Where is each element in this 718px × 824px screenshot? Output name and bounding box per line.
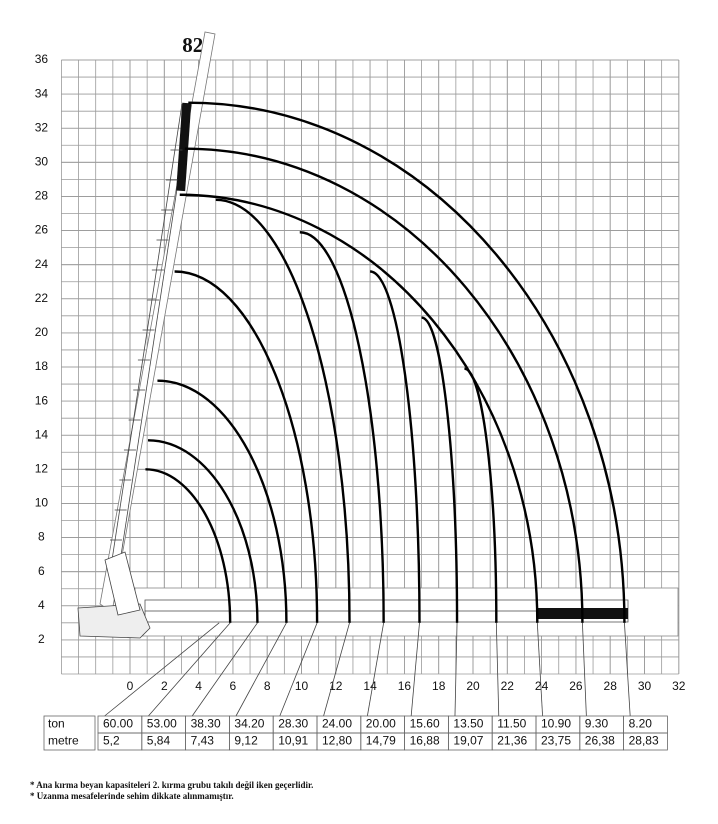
x-tick-label: 16 (398, 679, 412, 693)
y-tick-label: 30 (35, 155, 49, 169)
table-cell (623, 732, 668, 751)
x-tick-label: 12 (329, 679, 343, 693)
data-label: 9,12 (234, 734, 258, 748)
legend-label: metre (48, 734, 79, 748)
y-tick-label: 36 (35, 52, 49, 66)
y-tick-label: 6 (38, 564, 45, 578)
load-arc (188, 101, 626, 623)
load-arc (464, 367, 498, 623)
y-tick-label: 26 (35, 223, 49, 237)
x-tick-label: 14 (363, 679, 377, 693)
data-label: 34.20 (234, 717, 264, 731)
load-arc (421, 316, 459, 623)
load-arc (179, 193, 539, 623)
x-tick-label: 20 (466, 679, 480, 693)
leader-line (104, 622, 220, 717)
leader-line (148, 622, 231, 717)
leader-line (410, 622, 420, 717)
y-tick-label: 24 (35, 257, 49, 271)
x-tick-label: 30 (638, 679, 652, 693)
data-label: 53.00 (147, 717, 177, 731)
data-label: 9.30 (585, 717, 609, 731)
x-tick-label: 32 (672, 679, 686, 693)
note: * Ana kırma beyan kapasiteleri 2. kırma … (30, 780, 313, 790)
data-label: 7,43 (191, 734, 215, 748)
load-arc (215, 198, 351, 623)
y-tick-label: 10 (35, 496, 49, 510)
data-label: 10,91 (278, 734, 308, 748)
x-tick-label: 0 (127, 679, 134, 693)
y-tick-label: 18 (35, 359, 49, 373)
data-label: 21,36 (497, 734, 527, 748)
leader-line (366, 622, 385, 717)
y-tick-label: 14 (35, 427, 49, 441)
y-tick-label: 20 (35, 325, 49, 339)
load-arc (148, 439, 259, 623)
data-label: 26,38 (585, 734, 615, 748)
y-tick-label: 8 (38, 530, 45, 544)
data-label: 8.20 (629, 717, 653, 731)
x-tick-label: 10 (295, 679, 309, 693)
data-label: 24.00 (322, 717, 352, 731)
load-arc (157, 379, 288, 623)
data-label: 38.30 (191, 717, 221, 731)
load-arc (369, 270, 421, 623)
leader-line (454, 622, 458, 717)
data-label: 15.60 (410, 717, 440, 731)
data-label: 23,75 (541, 734, 571, 748)
note: * Uzanma mesafelerinde sehim dikkate alı… (30, 791, 234, 801)
leader-line (582, 622, 587, 717)
leader-line (235, 622, 287, 717)
leader-line (279, 622, 318, 717)
boom-tip (176, 102, 192, 192)
y-tick-label: 4 (38, 598, 45, 612)
y-tick-label: 28 (35, 189, 49, 203)
x-tick-label: 28 (604, 679, 618, 693)
leader-line (323, 622, 350, 717)
x-tick-label: 24 (535, 679, 549, 693)
leader-line (191, 622, 258, 717)
y-tick-label: 22 (35, 291, 49, 305)
data-label: 5,2 (103, 734, 120, 748)
crane-column (104, 551, 141, 616)
x-tick-label: 26 (569, 679, 583, 693)
y-tick-label: 2 (38, 632, 45, 646)
legend-label: ton (48, 717, 65, 731)
data-label: 14,79 (366, 734, 396, 748)
x-tick-label: 2 (161, 679, 168, 693)
y-tick-label: 34 (35, 86, 49, 100)
data-label: 5,84 (147, 734, 171, 748)
x-tick-label: 18 (432, 679, 446, 693)
x-tick-label: 8 (264, 679, 271, 693)
data-label: 60.00 (103, 717, 133, 731)
data-label: 11.50 (497, 717, 526, 731)
load-arc (184, 147, 584, 623)
data-label: 13.50 (453, 717, 483, 731)
load-arc (145, 468, 232, 623)
load-arc (299, 231, 385, 623)
load-arc (174, 270, 319, 623)
data-label: 19,07 (453, 734, 483, 748)
data-label: 10.90 (541, 717, 571, 731)
x-tick-label: 4 (195, 679, 202, 693)
data-label: 20.00 (366, 717, 396, 731)
data-label: 12,80 (322, 734, 352, 748)
data-label: 28,83 (629, 734, 659, 748)
x-tick-label: 22 (501, 679, 515, 693)
leader-line (624, 622, 631, 717)
table-label-cell (43, 715, 96, 751)
y-tick-label: 12 (35, 462, 49, 476)
y-tick-label: 16 (35, 393, 49, 407)
leader-line (536, 622, 543, 717)
x-tick-label: 6 (230, 679, 237, 693)
y-tick-label: 32 (35, 120, 49, 134)
leader-line (495, 622, 500, 717)
data-label: 28.30 (278, 717, 308, 731)
data-label: 16,88 (410, 734, 440, 748)
